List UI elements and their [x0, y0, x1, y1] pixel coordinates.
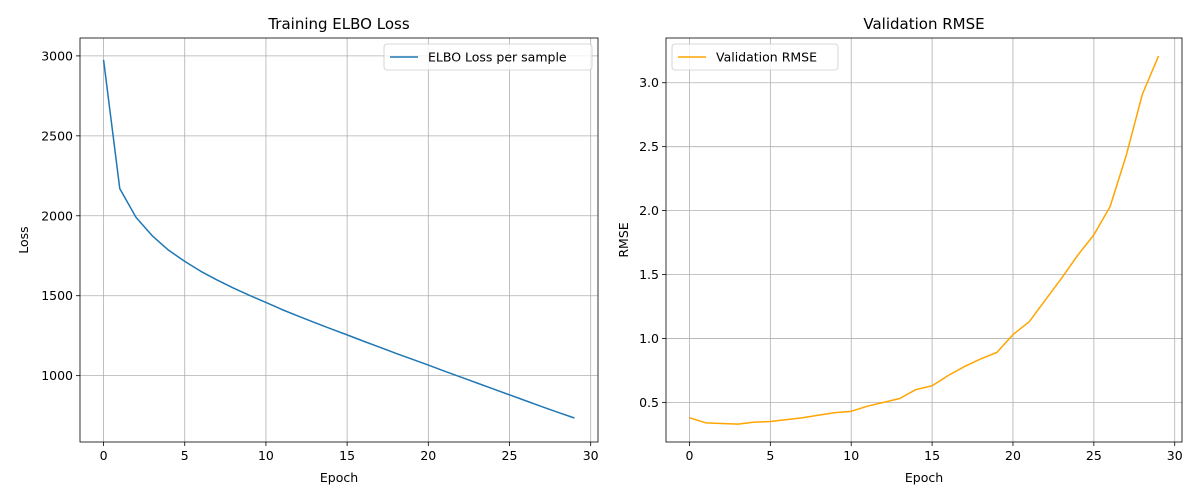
chart-title: Validation RMSE [863, 15, 984, 33]
y-tick-label: 3000 [41, 48, 73, 63]
x-tick-label: 5 [181, 448, 189, 463]
series-line-1 [102, 59, 575, 419]
chart-panel-2: 0 5 10 15 20 25 30 0.5 1.0 1.5 2.0 2.5 3.0 Validation… [616, 15, 1183, 485]
y-axis-label: Loss [16, 226, 31, 253]
chart-title: Training ELBO Loss [267, 15, 409, 33]
y-tick-label: 1500 [41, 288, 73, 303]
y-tick-label: 2.5 [639, 139, 659, 154]
x-tick-label: 10 [843, 448, 859, 463]
chart-panel-1: 0 5 10 15 20 25 30 1000 1500 2000 2500 3000 Training… [16, 15, 599, 485]
y-tick-label: 1000 [41, 368, 73, 383]
y-tick-label: 1.0 [639, 331, 659, 346]
x-axis-label: Epoch [905, 470, 943, 485]
x-tick-label: 30 [1167, 448, 1183, 463]
y-tick-label: 2500 [41, 128, 73, 143]
plot-frame [665, 37, 1183, 443]
x-tick-label: 10 [258, 448, 274, 463]
x-tick-label: 15 [339, 448, 355, 463]
y-axis-label: RMSE [616, 222, 631, 257]
x-axis-label: Epoch [320, 470, 358, 485]
x-tick-label: 20 [1005, 448, 1021, 463]
legend-label: Validation RMSE [716, 50, 817, 65]
x-tick-label: 0 [685, 448, 693, 463]
legend-box [671, 43, 839, 71]
legend: ELBO Loss per sample [383, 43, 593, 71]
x-tick-label: 5 [766, 448, 774, 463]
y-tick-label: 1.5 [639, 267, 659, 282]
x-tick-label: 15 [924, 448, 940, 463]
series-line-1 [689, 55, 1160, 425]
y-tick-label: 2.0 [639, 203, 659, 218]
legend-label: ELBO Loss per sample [428, 50, 567, 65]
legend-box [383, 43, 593, 71]
x-tick-label: 25 [1086, 448, 1102, 463]
x-tick-label: 20 [420, 448, 436, 463]
y-tick-label: 2000 [41, 208, 73, 223]
legend: Validation RMSE [671, 43, 839, 71]
x-tick-label: 25 [502, 448, 518, 463]
x-tick-label: 0 [100, 448, 108, 463]
y-tick-label: 0.5 [639, 395, 659, 410]
plot-frame [79, 37, 599, 443]
x-tick-label: 30 [583, 448, 599, 463]
y-tick-label: 3.0 [639, 75, 659, 90]
